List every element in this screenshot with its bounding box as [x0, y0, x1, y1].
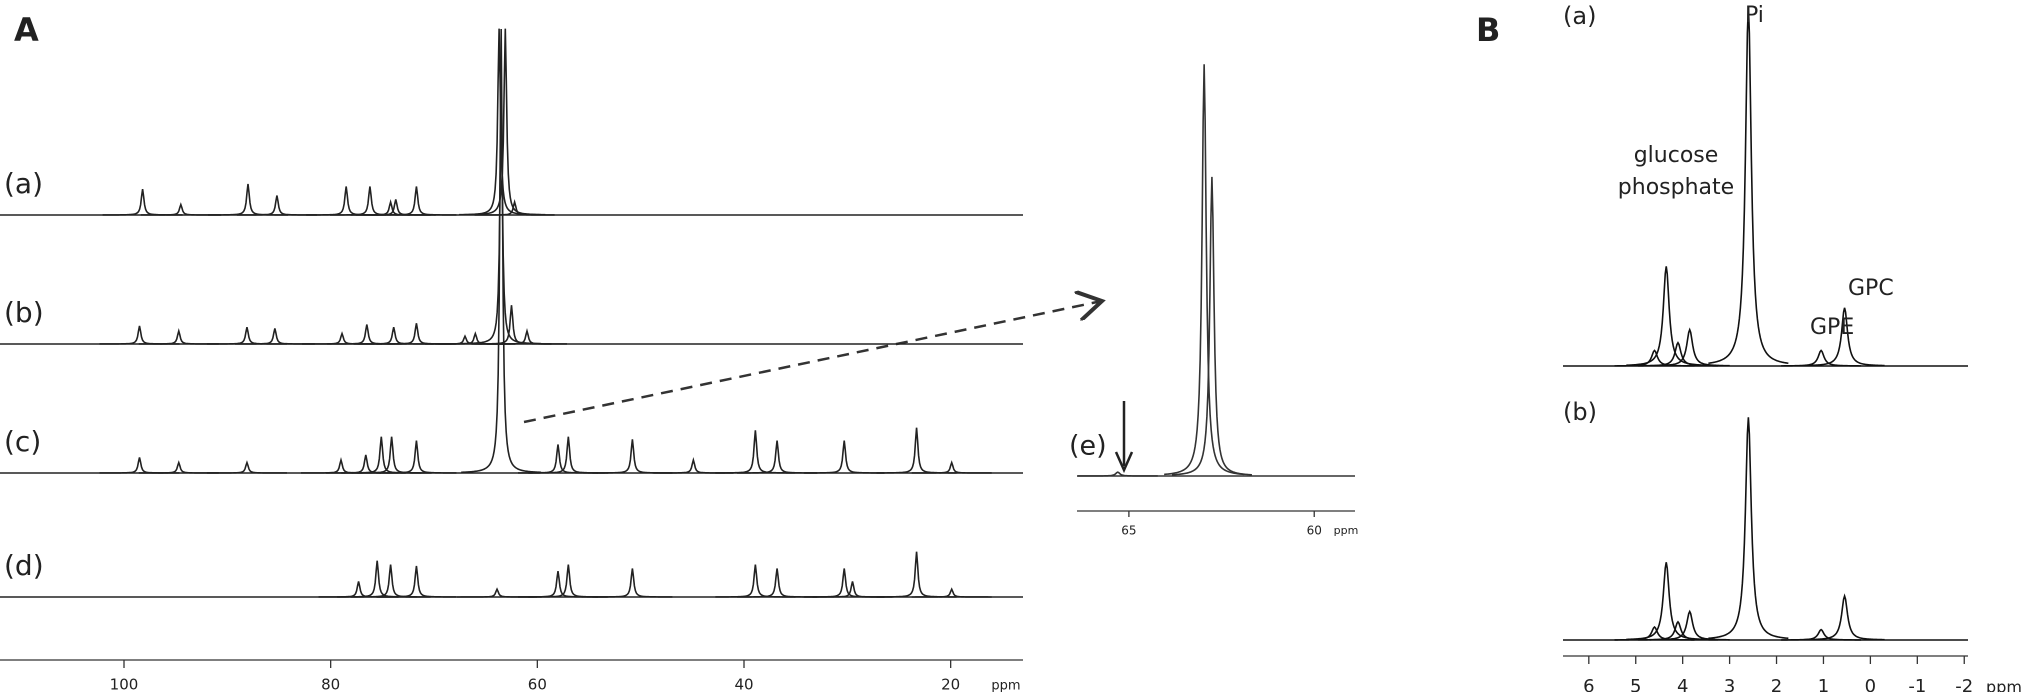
- series-label: (d): [4, 549, 44, 582]
- peak: [487, 328, 567, 345]
- peak: [1781, 349, 1862, 367]
- peak: [353, 327, 434, 345]
- zoom-arrow: [523, 301, 1102, 424]
- x-tick-label: 6: [1583, 676, 1594, 692]
- x-tick-label: 2: [1771, 676, 1782, 692]
- peak: [911, 460, 992, 474]
- x-tick-label: 60: [528, 676, 547, 692]
- annotation: GPE: [1810, 315, 1855, 340]
- peak: [876, 551, 957, 598]
- peak: [528, 436, 609, 474]
- x-tick-label: -1: [1908, 676, 1926, 692]
- peak: [715, 564, 796, 598]
- series-label: (a): [1563, 2, 1596, 30]
- peak: [376, 323, 457, 345]
- peak: [376, 565, 457, 598]
- peak: [1077, 471, 1158, 477]
- annotation: Pi: [1745, 3, 1764, 28]
- peak: [457, 587, 538, 598]
- peak: [102, 189, 183, 216]
- peak: [1804, 593, 1885, 641]
- peak: [1708, 417, 1789, 640]
- peak: [804, 568, 885, 598]
- peak: [206, 460, 287, 474]
- peak: [341, 436, 422, 474]
- peak: [208, 183, 288, 216]
- annotation: GPC: [1848, 276, 1894, 301]
- peak: [518, 571, 598, 598]
- peak: [376, 440, 457, 474]
- x-axis-label: ppm: [991, 679, 1020, 692]
- peak: [465, 28, 546, 216]
- series-label: (b): [1563, 398, 1597, 426]
- peak: [1649, 609, 1730, 641]
- peak: [318, 581, 399, 598]
- x-tick-label: 1: [1818, 676, 1829, 692]
- peak: [876, 427, 957, 474]
- x-tick-label: 80: [321, 676, 340, 692]
- peak: [737, 568, 818, 598]
- peak: [350, 564, 431, 598]
- series-label: (b): [4, 296, 44, 329]
- series-label: (a): [4, 167, 43, 200]
- peak: [206, 327, 287, 345]
- series-label: (c): [4, 425, 41, 458]
- peak: [234, 328, 315, 345]
- peak: [138, 460, 219, 474]
- x-tick-label: 4: [1677, 676, 1688, 692]
- peak: [461, 113, 542, 345]
- peak: [301, 457, 381, 474]
- panel-label: B: [1476, 11, 1500, 49]
- peak: [459, 28, 540, 216]
- annotation: glucose phosphate: [1617, 143, 1735, 200]
- peak: [812, 581, 893, 598]
- peak: [236, 195, 317, 216]
- peak: [911, 587, 992, 598]
- x-tick-label: -2: [1955, 676, 1973, 692]
- peak: [99, 325, 180, 345]
- peak: [1804, 307, 1885, 367]
- peak: [1171, 176, 1252, 476]
- x-axis-label: ppm: [1334, 524, 1359, 537]
- peak: [376, 186, 457, 216]
- x-tick-label: 20: [941, 676, 960, 692]
- peak: [653, 457, 734, 474]
- x-tick-label: 3: [1724, 676, 1735, 692]
- peak: [337, 560, 418, 598]
- x-tick-label: 0: [1865, 676, 1876, 692]
- x-tick-label: 40: [734, 676, 753, 692]
- peak: [355, 199, 436, 216]
- x-tick-label: 5: [1630, 676, 1641, 692]
- x-tick-label: 65: [1121, 524, 1136, 538]
- peak: [474, 199, 555, 216]
- panel-label: A: [14, 11, 39, 49]
- peak: [737, 440, 818, 474]
- peak: [528, 564, 609, 598]
- peak: [99, 457, 180, 474]
- x-tick-label: 100: [110, 676, 139, 692]
- pointer-arrow-head: [1114, 451, 1134, 474]
- peak: [715, 430, 796, 474]
- peak: [518, 444, 598, 474]
- peak: [351, 436, 432, 474]
- peak: [1708, 6, 1789, 365]
- peak: [140, 202, 221, 216]
- peak: [461, 28, 542, 474]
- series-label: (e): [1069, 431, 1107, 462]
- peak: [1164, 64, 1245, 476]
- peak: [804, 440, 885, 474]
- peak: [1781, 628, 1862, 641]
- peak: [138, 328, 219, 345]
- x-axis-label: ppm: [1986, 678, 2022, 692]
- peak: [1649, 327, 1730, 367]
- x-tick-label: 60: [1307, 524, 1322, 538]
- peak: [592, 439, 673, 474]
- peak: [592, 568, 673, 598]
